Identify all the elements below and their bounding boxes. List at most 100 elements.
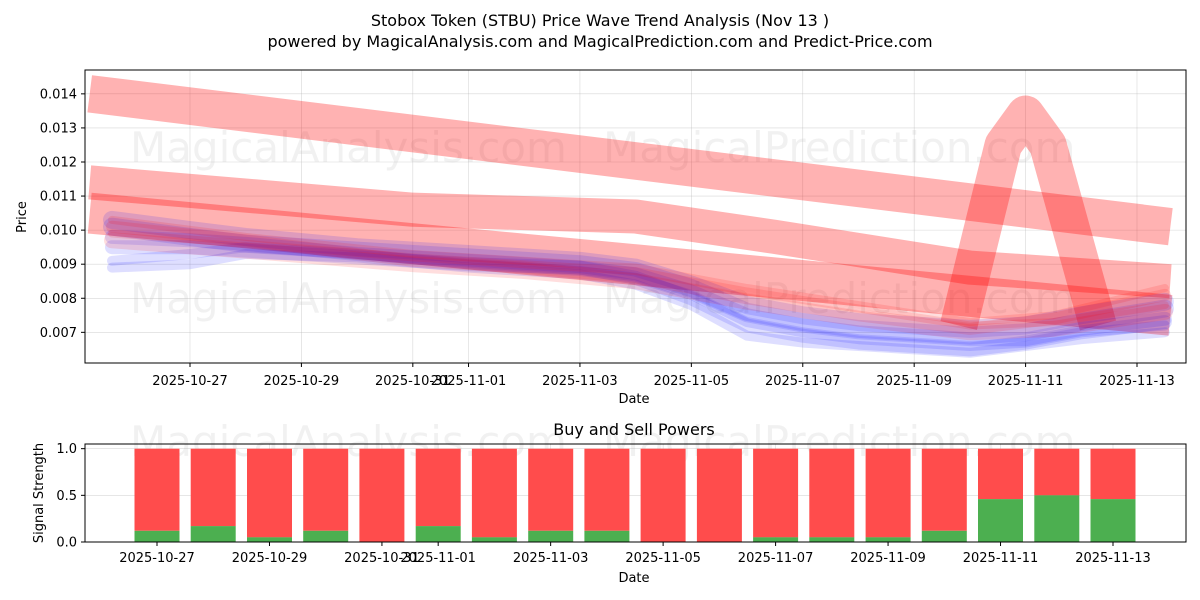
price-band-upper-channel: [87, 75, 1173, 246]
signal-x-tick-label: 2025-11-05: [625, 551, 701, 566]
price-y-tick-label: 0.010: [40, 224, 77, 239]
price-x-ticks: 2025-10-27 2025-10-29 2025-10-312025-11-01…: [152, 363, 1175, 389]
blue-wave-line: [103, 217, 1174, 345]
price-x-tick-label: 2025-11-05: [654, 374, 730, 389]
watermark-text: MagicalPrediction.com: [603, 123, 1076, 172]
price-plot-frame: [84, 69, 1187, 364]
buy-bar: [528, 530, 574, 542]
price-wave-lines: [103, 210, 1174, 358]
sell-bar: [415, 448, 461, 527]
price-y-tick-label: 0.013: [40, 121, 77, 136]
watermark-text: MagicalAnalysis.com: [130, 123, 567, 172]
red-wave-line: [104, 232, 1173, 341]
buy-bar: [809, 537, 855, 542]
price-x-tick-label: 2025-11-09: [876, 374, 952, 389]
sell-bar: [359, 448, 405, 542]
red-wave-line: [108, 229, 1169, 330]
price-y-tick-label: 0.011: [40, 190, 77, 205]
price-band-middle-channel: [88, 165, 1172, 299]
buy-bar: [134, 530, 180, 542]
blue-wave-line: [105, 240, 1172, 357]
price-x-tick-label: 2025-10-29: [264, 374, 340, 389]
price-x-tick-label: 2025-11-03: [542, 374, 618, 389]
sell-bar: [471, 448, 517, 538]
buy-bar: [865, 537, 911, 542]
signal-x-tick-label: 2025-11-09: [850, 551, 926, 566]
figure-title: Stobox Token (STBU) Price Wave Trend Ana…: [371, 11, 829, 30]
sell-bar: [696, 448, 742, 542]
signal-bars: [134, 448, 1136, 542]
signal-x-tick-label: 2025-10-31: [344, 551, 420, 566]
red-wave-line: [106, 220, 1171, 335]
price-band-lower-channel: [87, 192, 1173, 336]
signal-x-tick-label: 2025-10-27: [119, 551, 195, 566]
price-x-tick-label: 2025-11-13: [1099, 374, 1175, 389]
price-x-tick-label: 2025-10-27: [152, 374, 228, 389]
sell-bar: [190, 448, 236, 527]
signal-chart: Buy and Sell Powers 2025-10-27 2025-10-29…: [32, 420, 1187, 586]
signal-plot-frame: [84, 443, 1187, 543]
sell-bar: [1090, 448, 1136, 500]
sell-bar: [134, 448, 180, 531]
signal-x-tick-label: 2025-11-13: [1075, 551, 1151, 566]
buy-bar: [303, 530, 349, 542]
blue-wave-line: [103, 210, 1174, 338]
signal-chart-title: Buy and Sell Powers: [553, 420, 715, 439]
signal-y-tick-label: 1.0: [56, 442, 77, 457]
price-y-tick-label: 0.012: [40, 155, 77, 170]
price-x-tick-label: 2025-11-07: [765, 374, 841, 389]
price-y-tick-label: 0.014: [40, 87, 77, 102]
price-band-spike: [940, 95, 1117, 331]
price-x-tick-label: 2025-10-31: [375, 374, 451, 389]
price-y-tick-label: 0.008: [40, 292, 77, 307]
figure-subtitle: powered by MagicalAnalysis.com and Magic…: [267, 32, 932, 51]
price-chart: 2025-10-27 2025-10-29 2025-10-312025-11-01…: [15, 69, 1187, 407]
signal-y-ticks: 0.0 0.5 1.0: [56, 442, 85, 551]
sell-bar: [978, 448, 1023, 500]
buy-bar: [471, 537, 517, 542]
blue-wave-line: [107, 242, 1170, 351]
signal-x-tick-label: 2025-11-03: [513, 551, 589, 566]
sell-bar: [1034, 448, 1080, 496]
buy-bar: [1090, 499, 1136, 542]
buy-bar: [1034, 495, 1080, 542]
buy-bar: [921, 530, 967, 542]
price-x-tick-label: 2025-11-11: [988, 374, 1064, 389]
price-x-axis-label: Date: [618, 392, 649, 407]
signal-x-tick-label: 2025-10-29: [232, 551, 308, 566]
signal-y-tick-label: 0.5: [56, 489, 77, 504]
sell-bar: [584, 448, 630, 531]
buy-bar: [584, 530, 630, 542]
signal-x-axis-label: Date: [618, 571, 649, 586]
price-grid: [85, 70, 1186, 363]
price-y-ticks: 0.007 0.008 0.009 0.010 0.011 0.012 0.013 0.014: [40, 87, 85, 341]
signal-y-tick-label: 0.0: [56, 536, 77, 551]
sell-bar: [303, 448, 349, 531]
sell-bar: [247, 448, 292, 538]
sell-bar: [753, 448, 799, 538]
price-y-tick-label: 0.009: [40, 258, 77, 273]
signal-x-ticks: 2025-10-27 2025-10-29 2025-10-312025-11-01…: [119, 542, 1151, 566]
sell-bar: [921, 448, 967, 531]
signal-x-tick-label: 2025-11-07: [738, 551, 814, 566]
buy-bar: [415, 526, 461, 542]
blue-wave-line: [105, 229, 1172, 347]
buy-bar: [190, 526, 236, 542]
sell-bar: [865, 448, 911, 538]
signal-y-axis-label: Signal Strength: [32, 443, 47, 543]
buy-bar: [978, 499, 1023, 542]
price-y-axis-label: Price: [15, 201, 30, 233]
red-wave-line: [108, 215, 1169, 327]
signal-x-tick-label: 2025-11-01: [400, 551, 476, 566]
blue-wave-line: [107, 249, 1170, 358]
signal-x-tick-label: 2025-11-11: [963, 551, 1039, 566]
price-x-tick-label: 2025-11-01: [431, 374, 507, 389]
sell-bar: [809, 448, 855, 538]
buy-bar: [753, 537, 799, 542]
price-bands: [87, 75, 1173, 336]
sell-bar: [640, 448, 686, 542]
sell-bar: [528, 448, 574, 531]
price-y-tick-label: 0.007: [40, 326, 77, 341]
buy-bar: [247, 537, 292, 542]
